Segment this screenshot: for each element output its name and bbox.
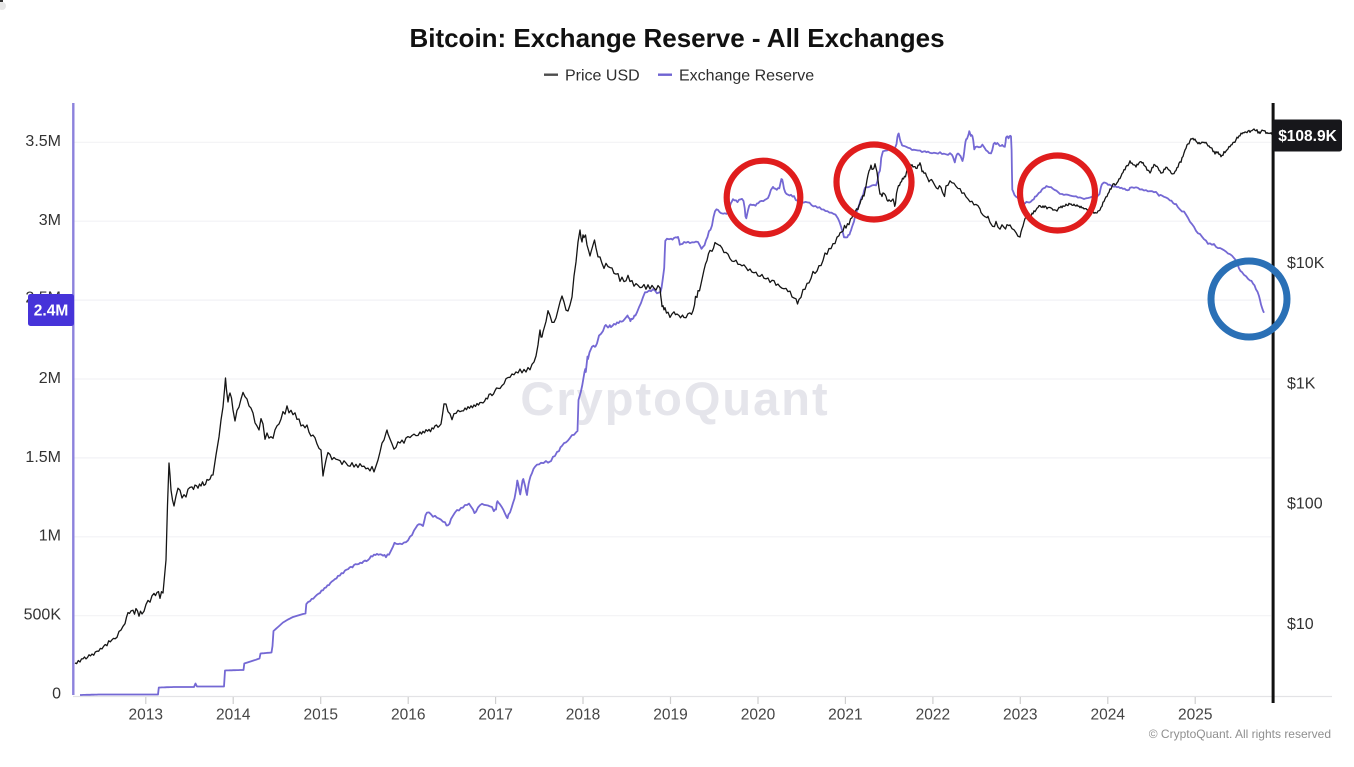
svg-text:2017: 2017 [478, 707, 512, 724]
svg-text:2024: 2024 [1091, 707, 1126, 724]
svg-text:Bitcoin: Exchange Reserve - Al: Bitcoin: Exchange Reserve - All Exchange… [409, 23, 944, 53]
svg-text:2.4M: 2.4M [34, 303, 68, 320]
svg-text:© CryptoQuant. All rights rese: © CryptoQuant. All rights reserved [1149, 727, 1331, 741]
svg-text:2020: 2020 [741, 707, 776, 724]
svg-text:$1K: $1K [1287, 375, 1316, 392]
svg-text:Price USD: Price USD [565, 68, 640, 85]
svg-text:2019: 2019 [653, 707, 687, 724]
svg-text:$108.9K: $108.9K [1278, 128, 1337, 145]
svg-text:1M: 1M [39, 528, 61, 545]
svg-text:2023: 2023 [1003, 707, 1037, 724]
svg-text:$10K: $10K [1287, 255, 1325, 272]
svg-text:2M: 2M [39, 370, 61, 387]
svg-text:2014: 2014 [216, 707, 251, 724]
svg-text:500K: 500K [24, 607, 62, 624]
svg-text:0: 0 [52, 686, 61, 703]
svg-text:CryptoQuant: CryptoQuant [520, 372, 829, 425]
svg-text:2016: 2016 [391, 707, 425, 724]
svg-text:3M: 3M [39, 212, 61, 229]
svg-text:Exchange Reserve: Exchange Reserve [679, 68, 814, 85]
svg-text:$10: $10 [1287, 616, 1314, 633]
svg-text:2025: 2025 [1178, 707, 1212, 724]
svg-text:$100: $100 [1287, 496, 1323, 513]
svg-text:2018: 2018 [566, 707, 600, 724]
svg-text:1.5M: 1.5M [25, 449, 61, 466]
svg-text:2015: 2015 [303, 707, 337, 724]
svg-text:2021: 2021 [828, 707, 862, 724]
svg-text:2013: 2013 [129, 707, 163, 724]
svg-text:2022: 2022 [916, 707, 950, 724]
svg-text:3.5M: 3.5M [25, 133, 61, 150]
